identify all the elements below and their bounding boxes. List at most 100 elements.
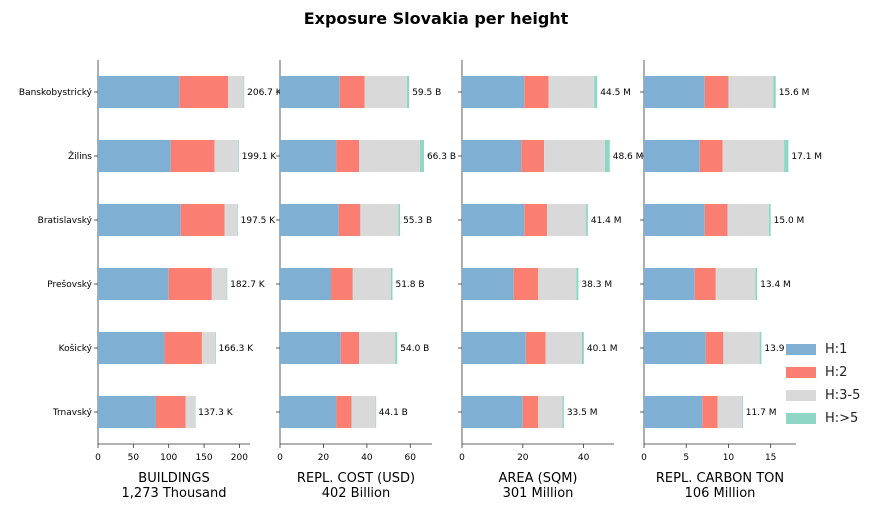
bar-h-3-5-ko-ick-panel-4 — [723, 332, 760, 364]
bar-h-5-ilins-panel-2 — [420, 140, 424, 172]
total-label-ko-ick-panel-2: 54.0 B — [400, 344, 429, 354]
bar-h-3-5-trnavsk-panel-2 — [351, 396, 376, 428]
total-label-banskobystrick-panel-2: 59.5 B — [412, 88, 441, 98]
total-label-ko-ick-panel-3: 40.1 M — [587, 344, 618, 354]
total-label-trnavsk-panel-1: 137.3 K — [198, 408, 234, 418]
bar-h-3-5-bratislavsk-panel-1 — [224, 204, 238, 236]
panel-3-x-tick-label-2: 40 — [578, 453, 590, 463]
bar-h-3-5-trnavsk-panel-4 — [717, 396, 742, 428]
bar-h-5-pre-ovsk-panel-2 — [390, 268, 393, 300]
bar-h-1-ko-ick-panel-3 — [462, 332, 526, 364]
bar-h-1-banskobystrick-panel-2 — [280, 76, 340, 108]
legend-swatch-h5plus — [786, 413, 816, 424]
bar-h-2-pre-ovsk-panel-4 — [694, 268, 716, 300]
category-label-ilins: Žilins — [68, 150, 92, 162]
bar-h-1-bratislavsk-panel-4 — [644, 204, 705, 236]
total-label-ilins-panel-1: 199.1 K — [242, 152, 278, 162]
legend-item-h2: H:2 — [786, 361, 860, 384]
bar-h-2-bratislavsk-panel-3 — [524, 204, 548, 236]
bar-h-1-ko-ick-panel-4 — [644, 332, 706, 364]
legend-item-h3-5: H:3-5 — [786, 384, 860, 407]
bar-h-1-ilins-panel-3 — [462, 140, 522, 172]
bar-h-2-bratislavsk-panel-4 — [704, 204, 728, 236]
panel-3-x-tick-label-0: 0 — [459, 453, 465, 463]
bar-h-5-trnavsk-panel-4 — [741, 396, 743, 428]
bar-h-5-bratislavsk-panel-2 — [398, 204, 401, 236]
bar-h-5-pre-ovsk-panel-3 — [576, 268, 579, 300]
bar-h-5-banskobystrick-panel-1 — [243, 76, 245, 108]
panel-3-subtitle: 301 Million — [503, 486, 574, 501]
bar-h-2-trnavsk-panel-3 — [522, 396, 538, 428]
panel-2-x-tick-label-0: 0 — [277, 453, 283, 463]
bar-h-2-ilins-panel-2 — [336, 140, 360, 172]
legend-label-h5plus: H:>5 — [825, 411, 859, 426]
panel-2-subtitle: 402 Billion — [322, 486, 391, 501]
panel-4-subtitle: 106 Million — [685, 486, 756, 501]
bar-h-2-pre-ovsk-panel-3 — [513, 268, 538, 300]
bar-h-5-ilins-panel-1 — [237, 140, 239, 172]
panel-4-x-tick-label-3: 15 — [765, 453, 776, 463]
bar-h-3-5-ilins-panel-2 — [359, 140, 421, 172]
bar-h-3-5-ilins-panel-4 — [722, 140, 785, 172]
bar-h-5-pre-ovsk-panel-1 — [226, 268, 228, 300]
category-label-banskobystrick: Banskobystrický — [19, 88, 93, 98]
bar-h-1-pre-ovsk-panel-3 — [462, 268, 514, 300]
bar-h-3-5-pre-ovsk-panel-2 — [352, 268, 391, 300]
bar-h-5-ilins-panel-3 — [604, 140, 610, 172]
bar-h-2-trnavsk-panel-4 — [702, 396, 718, 428]
total-label-ko-ick-panel-4: 13.9 M — [764, 344, 795, 354]
bar-h-2-ko-ick-panel-4 — [705, 332, 724, 364]
bar-h-1-ilins-panel-4 — [644, 140, 700, 172]
legend-item-h5plus: H:>5 — [786, 407, 860, 430]
bar-h-1-trnavsk-panel-3 — [462, 396, 523, 428]
bar-h-2-banskobystrick-panel-2 — [339, 76, 365, 108]
bar-h-3-5-bratislavsk-panel-3 — [547, 204, 587, 236]
panel-4-x-tick-label-0: 0 — [641, 453, 647, 463]
bar-h-1-banskobystrick-panel-3 — [462, 76, 525, 108]
bar-h-5-bratislavsk-panel-1 — [237, 204, 238, 236]
bar-h-1-trnavsk-panel-1 — [98, 396, 156, 428]
panel-1-x-tick-label-3: 150 — [195, 453, 212, 463]
total-label-banskobystrick-panel-1: 206.7 K — [247, 88, 283, 98]
total-label-bratislavsk-panel-1: 197.5 K — [241, 216, 277, 226]
bar-h-5-ko-ick-panel-4 — [759, 332, 762, 364]
panel-3-x-label: AREA (SQM) — [498, 471, 577, 486]
panel-3-x-tick-label-1: 20 — [517, 453, 529, 463]
bar-h-5-trnavsk-panel-3 — [562, 396, 564, 428]
bar-h-3-5-ilins-panel-1 — [214, 140, 238, 172]
total-label-ilins-panel-4: 17.1 M — [791, 152, 822, 162]
legend-item-h1: H:1 — [786, 338, 860, 361]
bar-h-1-trnavsk-panel-4 — [644, 396, 703, 428]
bar-h-2-banskobystrick-panel-3 — [524, 76, 549, 108]
bar-h-5-pre-ovsk-panel-4 — [755, 268, 758, 300]
bar-h-5-banskobystrick-panel-3 — [594, 76, 598, 108]
total-label-bratislavsk-panel-2: 55.3 B — [403, 216, 432, 226]
bar-h-2-banskobystrick-panel-4 — [704, 76, 729, 108]
legend-label-h1: H:1 — [825, 342, 848, 357]
bar-h-3-5-pre-ovsk-panel-4 — [715, 268, 756, 300]
bar-h-3-5-banskobystrick-panel-2 — [364, 76, 408, 108]
bar-h-5-trnavsk-panel-2 — [375, 396, 377, 428]
bar-h-1-banskobystrick-panel-1 — [98, 76, 180, 108]
panel-4-x-tick-label-2: 10 — [723, 453, 735, 463]
category-label-bratislavsk: Bratislavský — [38, 216, 93, 226]
bar-h-5-bratislavsk-panel-3 — [586, 204, 588, 236]
panel-2-x-tick-label-2: 40 — [361, 453, 373, 463]
bar-h-2-ko-ick-panel-2 — [340, 332, 360, 364]
bar-h-5-banskobystrick-panel-2 — [407, 76, 410, 108]
bar-h-3-5-ko-ick-panel-3 — [545, 332, 582, 364]
bar-h-1-bratislavsk-panel-1 — [98, 204, 181, 236]
bar-h-1-banskobystrick-panel-4 — [644, 76, 705, 108]
bar-h-1-trnavsk-panel-2 — [280, 396, 337, 428]
legend-label-h3-5: H:3-5 — [825, 388, 861, 403]
panel-2-x-tick-label-3: 60 — [405, 453, 417, 463]
panel-1-subtitle: 1,273 Thousand — [122, 486, 227, 501]
bar-h-1-pre-ovsk-panel-4 — [644, 268, 695, 300]
panel-1-x-tick-label-1: 50 — [128, 453, 140, 463]
bar-h-2-ko-ick-panel-1 — [164, 332, 202, 364]
panel-1-x-tick-label-0: 0 — [95, 453, 101, 463]
chart-title: Exposure Slovakia per height — [304, 9, 569, 28]
bar-h-1-ko-ick-panel-1 — [98, 332, 165, 364]
bar-h-2-bratislavsk-panel-2 — [338, 204, 361, 236]
bar-h-2-ilins-panel-4 — [699, 140, 723, 172]
